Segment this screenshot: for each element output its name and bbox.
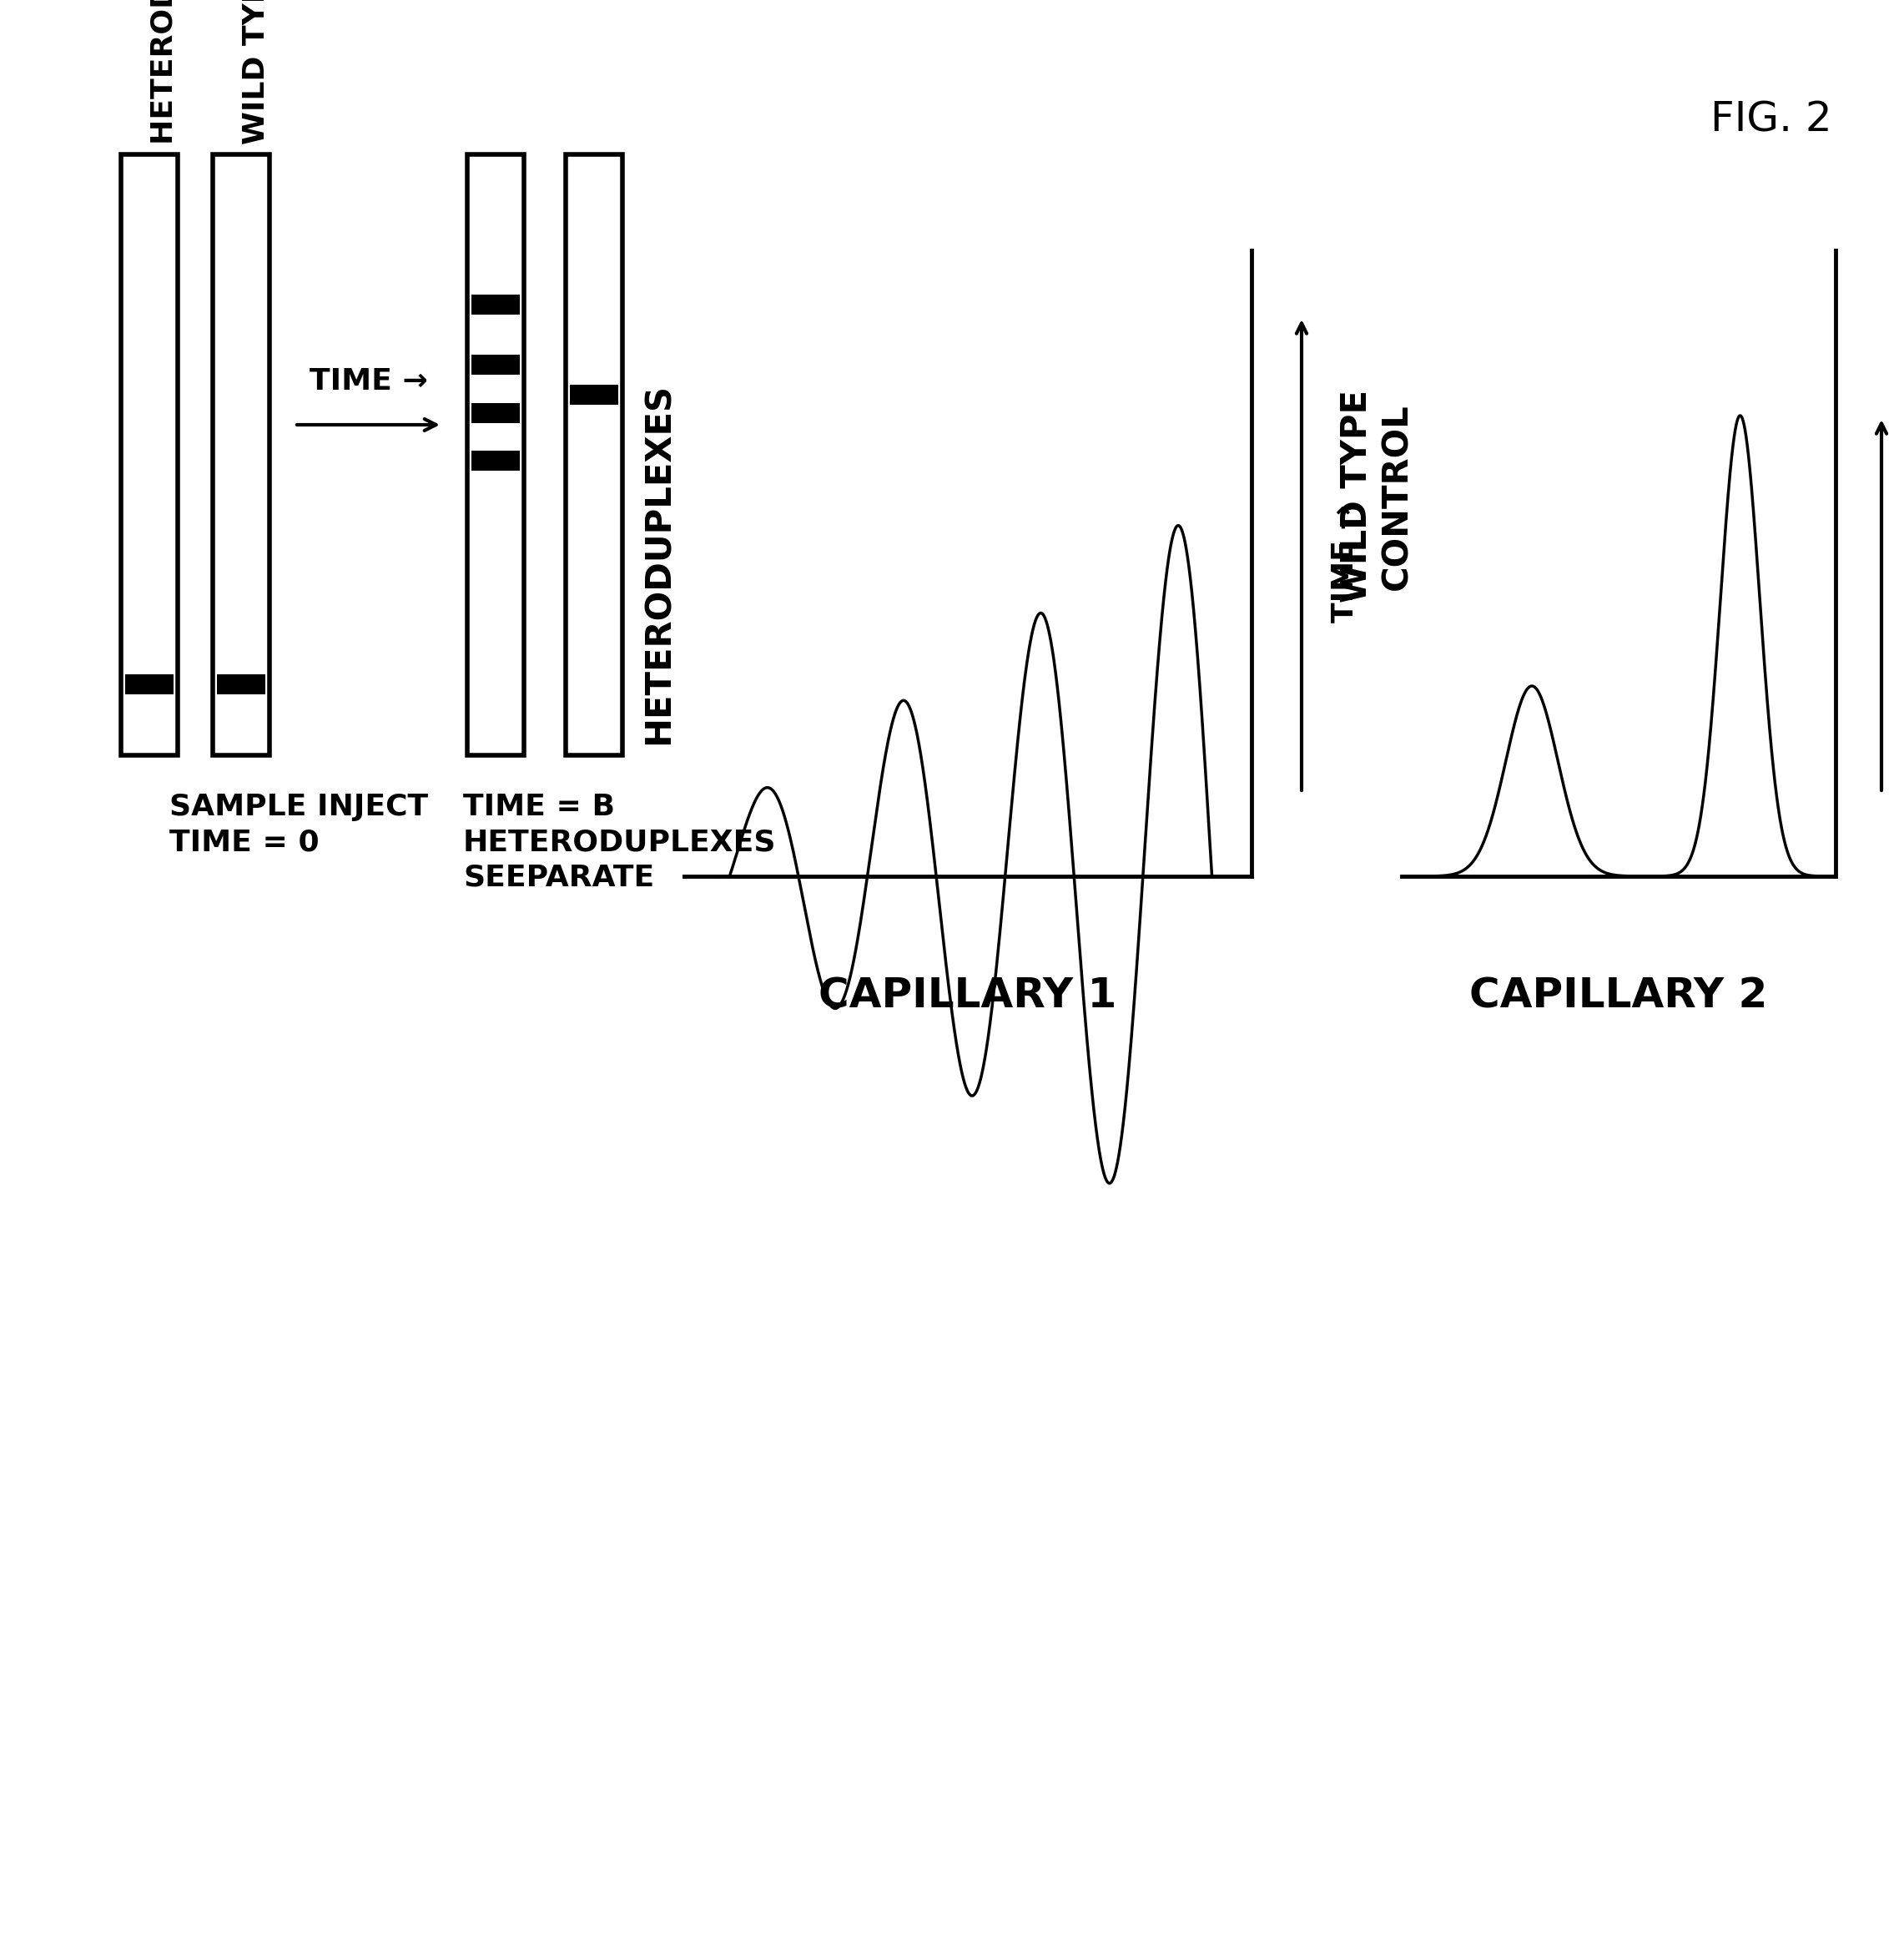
Text: TIME = B: TIME = B xyxy=(463,793,615,822)
Bar xyxy=(472,403,520,423)
Text: TIME = 0: TIME = 0 xyxy=(169,828,320,857)
Text: SEEPARATE: SEEPARATE xyxy=(463,863,655,890)
Text: CAPILLARY 1: CAPILLARY 1 xyxy=(819,977,1118,1016)
Text: TIME →: TIME → xyxy=(1331,505,1359,622)
Text: HETERODUPLEXES: HETERODUPLEXES xyxy=(642,384,676,744)
Text: FIG. 2: FIG. 2 xyxy=(1710,100,1832,141)
Bar xyxy=(472,450,520,472)
Bar xyxy=(472,296,520,315)
Bar xyxy=(569,386,619,405)
Bar xyxy=(126,675,173,695)
Bar xyxy=(565,155,623,755)
Text: WILD TYPE
CONTROL: WILD TYPE CONTROL xyxy=(1339,389,1415,603)
Bar xyxy=(122,155,177,755)
Text: SAMPLE INJECT: SAMPLE INJECT xyxy=(169,793,428,822)
Bar xyxy=(217,675,265,695)
Bar xyxy=(466,155,524,755)
Bar xyxy=(213,155,270,755)
Text: HETERODUPLEXES: HETERODUPLEXES xyxy=(463,828,777,857)
Bar xyxy=(472,354,520,374)
Text: TIME →: TIME → xyxy=(308,368,428,395)
Text: WILD TYPE CONTROL / CAPILLARY 2: WILD TYPE CONTROL / CAPILLARY 2 xyxy=(242,0,270,145)
Text: CAPILLARY 2: CAPILLARY 2 xyxy=(1470,977,1767,1016)
Text: HETERODUPLEXES / CAPILLARY 1: HETERODUPLEXES / CAPILLARY 1 xyxy=(149,0,177,145)
